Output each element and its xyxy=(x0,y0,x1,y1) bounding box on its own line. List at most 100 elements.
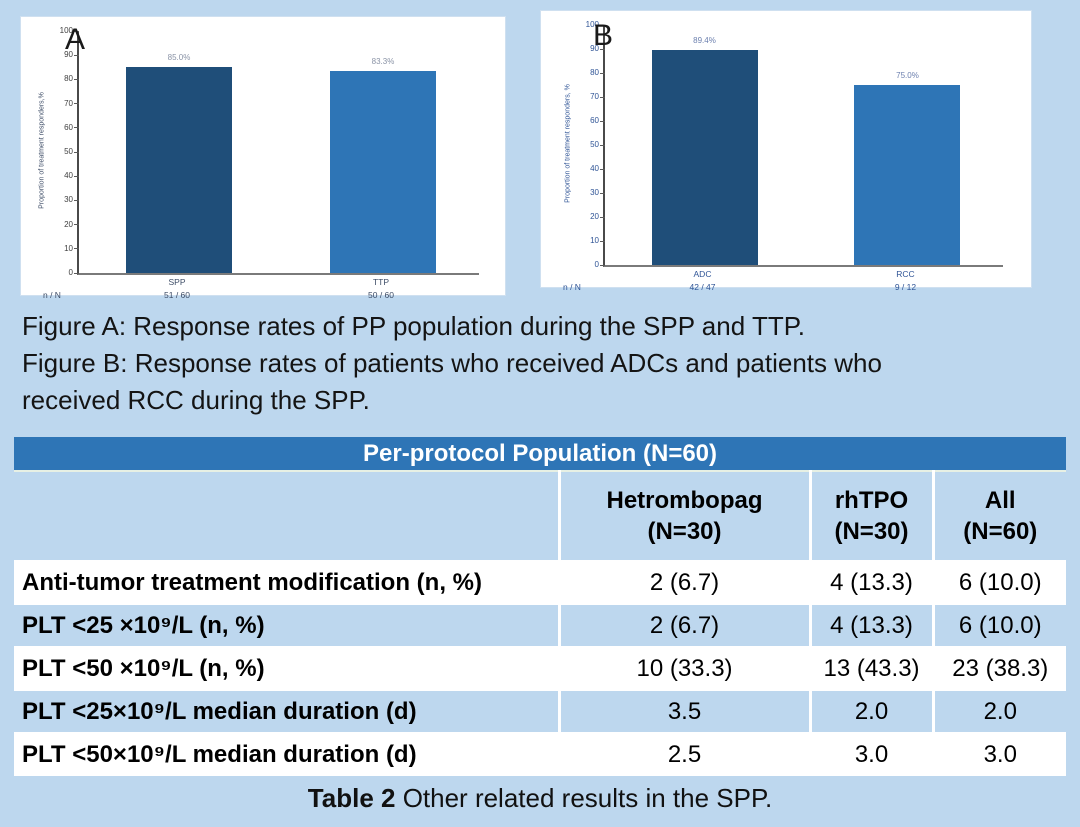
y-tick-label: 100 xyxy=(585,20,599,29)
y-tick-label: 40 xyxy=(590,164,599,173)
y-tick-label: 50 xyxy=(590,140,599,149)
row-label: PLT <50×10⁹/L median duration (d) xyxy=(14,732,559,776)
y-tick-mark xyxy=(600,216,605,218)
y-tick-mark xyxy=(74,199,79,201)
y-tick-label: 60 xyxy=(64,122,73,132)
y-tick-mark xyxy=(74,54,79,56)
table-row: Anti-tumor treatment modification (n, %)… xyxy=(14,560,1067,604)
y-tick-mark xyxy=(600,96,605,98)
y-tick-label: 30 xyxy=(64,195,73,205)
bar-ttp xyxy=(330,71,436,273)
y-tick-mark xyxy=(600,264,605,266)
y-tick-mark xyxy=(74,151,79,153)
panel-letter-a: A xyxy=(65,23,86,56)
cell-value: 3.0 xyxy=(931,732,1067,776)
y-tick-label: 50 xyxy=(64,147,73,156)
plot-area-b: 0 10 20 30 40 50 60 70 80 90 100 89.4% 75.0% xyxy=(586,20,1003,269)
y-tick-mark xyxy=(74,248,79,250)
table-caption-text: Other related results in the SPP. xyxy=(395,783,773,813)
table-title: Per-protocol Population (N=60) xyxy=(14,437,1067,472)
y-tick-label: 90 xyxy=(64,50,73,60)
x-category-label: RCC xyxy=(896,269,915,279)
y-tick-label: 10 xyxy=(590,236,599,245)
y-tick-label: 100 xyxy=(59,26,73,35)
y-tick-mark xyxy=(600,24,605,26)
x-category-label: SPP xyxy=(168,277,186,287)
cell-value: 3.5 xyxy=(557,689,810,733)
y-tick-label: 70 xyxy=(64,98,73,108)
y-tick-label: 20 xyxy=(590,212,599,221)
y-tick-mark xyxy=(600,72,605,74)
figure-captions: Figure A: Response rates of PP populatio… xyxy=(22,308,967,419)
y-tick-label: 10 xyxy=(64,243,73,253)
row-label: PLT <25×10⁹/L median duration (d) xyxy=(14,689,559,733)
figure-b-caption: Figure B: Response rates of patients who… xyxy=(22,348,882,415)
cell-value: 3.0 xyxy=(808,732,933,776)
table-row: PLT <25 ×10⁹/L (n, %) 2 (6.7) 4 (13.3) 6 (1… xyxy=(14,603,1067,647)
y-tick-mark xyxy=(600,48,605,50)
cell-value: 6 (10.0) xyxy=(931,603,1067,647)
x-nn-label: 9 / 12 xyxy=(894,282,917,292)
y-tick-label: 60 xyxy=(590,116,599,125)
column-header-all: All (N=60) xyxy=(931,471,1067,561)
y-tick-mark xyxy=(600,168,605,170)
y-tick-mark xyxy=(600,144,605,146)
y-tick-label: 80 xyxy=(64,74,73,84)
cell-value: 2.0 xyxy=(931,689,1067,733)
cell-value: 2.5 xyxy=(557,732,810,776)
results-table: Per-protocol Population (N=60) Hetrombop… xyxy=(14,437,1067,776)
cell-value: 2 (6.7) xyxy=(557,603,810,647)
column-header-empty xyxy=(14,471,559,561)
y-tick-mark xyxy=(74,103,79,105)
cell-value: 13 (43.3) xyxy=(808,646,933,690)
nn-legend: n / N xyxy=(43,290,61,300)
column-header-rhtpo: rhTPO (N=30) xyxy=(808,471,933,561)
y-tick-mark xyxy=(74,78,79,80)
table-row: PLT <50×10⁹/L median duration (d) 2.5 3.0 3… xyxy=(14,732,1067,776)
y-axis-title: Proportion of treatment responders, % xyxy=(564,84,572,203)
bar-value-label: 85.0% xyxy=(167,53,191,63)
y-tick-mark xyxy=(600,192,605,194)
y-tick-mark xyxy=(74,224,79,226)
panel-letter-b: B xyxy=(593,19,614,52)
y-tick-label: 30 xyxy=(590,188,599,197)
y-tick-label: 80 xyxy=(590,68,599,77)
cell-value: 4 (13.3) xyxy=(808,603,933,647)
figure-a-panel: A 0 10 20 30 40 50 60 70 80 90 100 85.0% 83.3% SPP 51… xyxy=(20,16,506,300)
bar-spp xyxy=(126,67,232,273)
bar-value-label: 75.0% xyxy=(896,71,919,80)
cell-value: 4 (13.3) xyxy=(808,560,933,604)
y-tick-mark xyxy=(74,127,79,129)
table-caption: Table 2 Other related results in the SPP… xyxy=(14,783,1066,814)
y-tick-mark xyxy=(74,30,79,32)
cell-value: 2.0 xyxy=(808,689,933,733)
row-label: Anti-tumor treatment modification (n, %) xyxy=(14,560,559,604)
y-tick-label: 40 xyxy=(64,171,73,181)
cell-value: 23 (38.3) xyxy=(931,646,1067,690)
cell-value: 2 (6.7) xyxy=(557,560,810,604)
x-nn-label: 42 / 47 xyxy=(689,282,716,292)
plot-area-a: 0 10 20 30 40 50 60 70 80 90 100 85.0% 83.3% xyxy=(60,26,479,277)
nn-legend: n / N xyxy=(563,282,581,292)
bar-adc xyxy=(651,50,758,265)
cell-value: 6 (10.0) xyxy=(931,560,1067,604)
y-tick-label: 90 xyxy=(590,44,599,53)
y-tick-mark xyxy=(600,120,605,122)
y-tick-mark xyxy=(74,272,79,274)
y-tick-label: 70 xyxy=(590,92,599,101)
table-title-row: Per-protocol Population (N=60) xyxy=(14,437,1067,472)
table-row: PLT <50 ×10⁹/L (n, %) 10 (33.3) 13 (43.3) 2… xyxy=(14,646,1067,690)
x-nn-label: 51 / 60 xyxy=(164,290,190,300)
row-label: PLT <50 ×10⁹/L (n, %) xyxy=(14,646,559,690)
figure-b-panel: B 0 10 20 30 40 50 60 70 80 90 100 89.4% 75.0% ADC 42… xyxy=(540,10,1032,292)
table-header-row: Hetrombopag (N=30) rhTPO (N=30) All (N=6… xyxy=(14,471,1067,561)
y-tick-label: 0 xyxy=(68,268,73,277)
x-category-label: ADC xyxy=(693,269,712,279)
cell-value: 10 (33.3) xyxy=(557,646,810,690)
x-nn-label: 50 / 60 xyxy=(368,290,394,300)
y-tick-mark xyxy=(74,175,79,177)
y-tick-mark xyxy=(600,240,605,242)
table-caption-number: Table 2 xyxy=(307,783,396,813)
y-tick-label: 0 xyxy=(594,260,599,269)
